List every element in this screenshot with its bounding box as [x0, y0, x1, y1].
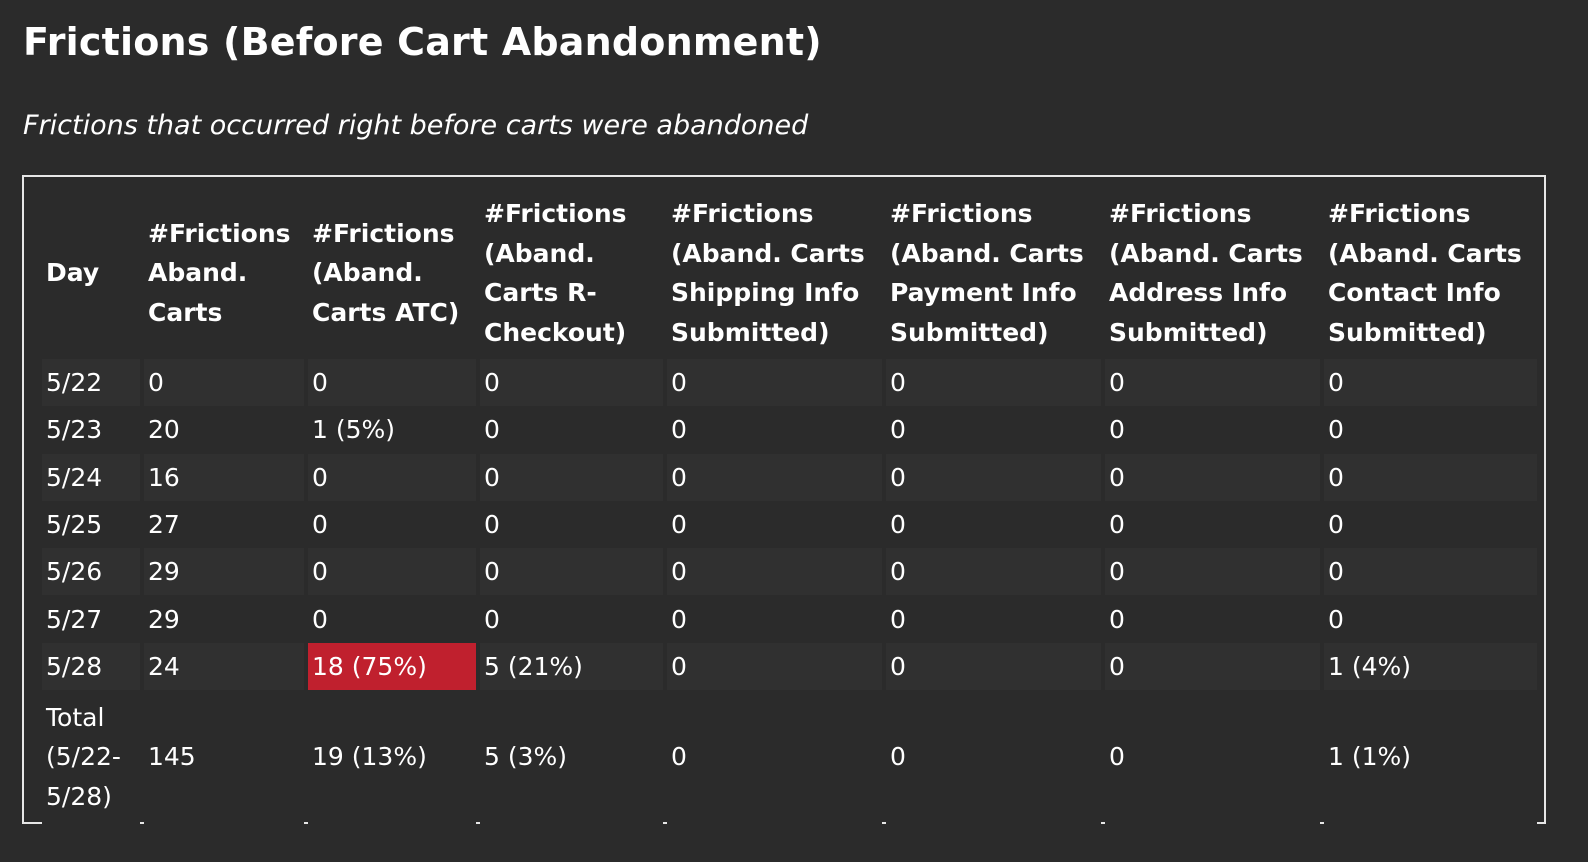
table-cell: 0 — [667, 642, 882, 691]
table-cell: 0 — [1324, 595, 1537, 643]
table-row: 5/25 27 0 0 0 0 0 0 — [42, 500, 1537, 549]
column-header-frictions-aband-carts: #Frictions Aband. Carts — [148, 218, 291, 327]
table-cell-day: 5/26 — [42, 548, 140, 596]
page-subtitle: Frictions that occurred right before car… — [23, 110, 809, 141]
table-cell: 0 — [667, 453, 882, 501]
table-total-row: Total (5/22-5/28) 145 19 (13%) 5 (3%) 0 … — [42, 690, 1537, 825]
column-header-frictions-r-checkout: #Frictions (Aband. Carts R-Checkout) — [484, 199, 627, 347]
table-cell: 0 — [667, 595, 882, 643]
column-header-frictions-contact-info: #Frictions (Aband. Carts Contact Info Su… — [1328, 199, 1522, 347]
table-cell: 1 (4%) — [1324, 642, 1537, 691]
table-cell: 0 — [480, 359, 663, 407]
table-cell: 0 — [886, 359, 1101, 407]
table-cell: 0 — [886, 500, 1101, 549]
table-cell: 0 — [1324, 548, 1537, 596]
table-cell-total: 0 — [1105, 690, 1320, 825]
table-cell: 0 — [308, 359, 476, 407]
table-cell-total-label: Total (5/22-5/28) — [42, 690, 140, 825]
column-header-frictions-payment-info: #Frictions (Aband. Carts Payment Info Su… — [890, 199, 1084, 347]
table-cell: 0 — [1105, 406, 1320, 454]
column-header-day: Day — [46, 258, 100, 288]
table-cell-total: 0 — [886, 690, 1101, 825]
table-cell: 5 (21%) — [480, 642, 663, 691]
table-cell-day: 5/27 — [42, 595, 140, 643]
table-cell: 0 — [667, 359, 882, 407]
table-row: 5/27 29 0 0 0 0 0 0 — [42, 595, 1537, 643]
table-cell: 0 — [1105, 500, 1320, 549]
table-cell: 0 — [667, 406, 882, 454]
frictions-table-frame: Day #Frictions Aband. Carts #Frictions (… — [22, 175, 1546, 825]
table-cell-total: 1 (1%) — [1324, 690, 1537, 825]
table-cell: 0 — [480, 500, 663, 549]
table-cell: 0 — [1105, 642, 1320, 691]
table-row: 5/24 16 0 0 0 0 0 0 — [42, 453, 1537, 501]
table-cell: 0 — [1324, 359, 1537, 407]
column-header-frictions-address-info: #Frictions (Aband. Carts Address Info Su… — [1109, 199, 1303, 347]
table-cell: 0 — [886, 453, 1101, 501]
table-row: 5/23 20 1 (5%) 0 0 0 0 0 — [42, 406, 1537, 454]
table-cell: 24 — [144, 642, 304, 691]
table-cell: 0 — [1105, 359, 1320, 407]
table-cell: 0 — [1324, 500, 1537, 549]
table-cell: 0 — [886, 548, 1101, 596]
table-cell-highlighted: 18 (75%) — [308, 642, 476, 691]
table-cell: 0 — [308, 595, 476, 643]
table-cell: 0 — [886, 406, 1101, 454]
table-cell-day: 5/22 — [42, 359, 140, 407]
table-cell: 0 — [480, 595, 663, 643]
table-cell-day: 5/24 — [42, 453, 140, 501]
table-cell-total: 5 (3%) — [480, 690, 663, 825]
table-cell: 27 — [144, 500, 304, 549]
table-cell: 29 — [144, 548, 304, 596]
table-row: 5/28 24 18 (75%) 5 (21%) 0 0 0 1 (4%) — [42, 642, 1537, 691]
table-cell: 0 — [1324, 453, 1537, 501]
table-cell: 0 — [886, 595, 1101, 643]
table-cell: 16 — [144, 453, 304, 501]
table-cell: 20 — [144, 406, 304, 454]
table-cell: 0 — [667, 548, 882, 596]
table-cell-total: 0 — [667, 690, 882, 825]
table-cell: 0 — [1105, 453, 1320, 501]
table-cell: 0 — [1105, 595, 1320, 643]
table-cell-total: 19 (13%) — [308, 690, 476, 825]
table-cell: 0 — [480, 406, 663, 454]
column-header-frictions-atc: #Frictions (Aband. Carts ATC) — [312, 218, 460, 327]
table-row: 5/22 0 0 0 0 0 0 0 — [42, 359, 1537, 407]
table-cell: 0 — [144, 359, 304, 407]
table-cell: 0 — [308, 548, 476, 596]
table-row: 5/26 29 0 0 0 0 0 0 — [42, 548, 1537, 596]
table-cell: 29 — [144, 595, 304, 643]
table-cell: 0 — [886, 642, 1101, 691]
table-cell-total: 145 — [144, 690, 304, 825]
table-cell: 0 — [480, 453, 663, 501]
frictions-table: Day #Frictions Aband. Carts #Frictions (… — [38, 193, 1541, 825]
table-cell: 0 — [308, 500, 476, 549]
table-cell: 0 — [1105, 548, 1320, 596]
table-cell-day: 5/25 — [42, 500, 140, 549]
table-cell: 0 — [480, 548, 663, 596]
table-cell-day: 5/28 — [42, 642, 140, 691]
table-cell-day: 5/23 — [42, 406, 140, 454]
column-header-frictions-shipping-info: #Frictions (Aband. Carts Shipping Info S… — [671, 199, 865, 347]
table-cell: 0 — [1324, 406, 1537, 454]
page-title: Frictions (Before Cart Abandonment) — [23, 20, 822, 64]
table-cell: 0 — [308, 453, 476, 501]
table-cell: 1 (5%) — [308, 406, 476, 454]
table-cell: 0 — [667, 500, 882, 549]
table-header-row: Day #Frictions Aband. Carts #Frictions (… — [42, 193, 1537, 359]
